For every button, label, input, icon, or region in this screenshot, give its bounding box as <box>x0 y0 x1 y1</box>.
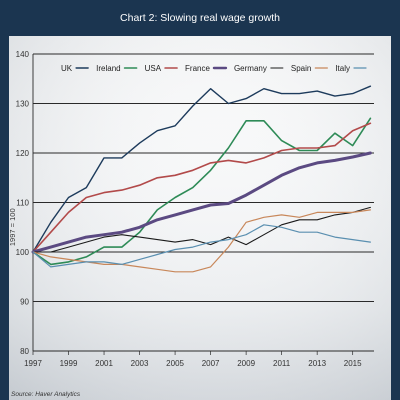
series-line-germany <box>32 206 371 253</box>
legend-label-germany: Germany <box>234 64 267 73</box>
legend-label-usa: USA <box>145 64 162 73</box>
x-tick-label: 2003 <box>131 359 149 368</box>
chart-title: Chart 2: Slowing real wage growth <box>120 12 280 24</box>
series-lines <box>31 85 372 273</box>
y-tick-label: 110 <box>16 199 29 208</box>
y-tick-labels: 80 90 100 110 120 130 140 <box>16 50 30 356</box>
gridlines <box>32 53 374 352</box>
x-tick-label: 2001 <box>95 359 113 368</box>
x-tick-label: 2005 <box>166 359 184 368</box>
series-line-usa <box>32 122 372 253</box>
y-tick-label: 90 <box>20 298 29 307</box>
line-chart: 80 90 100 110 120 130 140 1997 1999 2001 2003 2005… <box>9 36 391 400</box>
plot-shading <box>9 36 391 400</box>
x-tick-label: 2013 <box>308 359 326 368</box>
series-line-uk <box>32 85 372 253</box>
legend-label-spain: Spain <box>291 64 311 73</box>
y-tick-label: 80 <box>20 347 29 356</box>
legend: UK Ireland USA France Germany Spain Italy <box>61 64 367 73</box>
legend-label-ireland: Ireland <box>96 64 120 73</box>
series-line-france <box>31 151 372 254</box>
source-note: Source: Haver Analytics <box>11 391 81 398</box>
legend-label-france: France <box>185 64 210 73</box>
legend-label-uk: UK <box>61 64 73 73</box>
x-tick-label: 2007 <box>202 359 220 368</box>
x-tick-label: 1997 <box>24 359 42 368</box>
y-tick-label: 130 <box>16 100 30 109</box>
y-tick-label: 120 <box>16 149 30 158</box>
plot-area: 80 90 100 110 120 130 140 1997 1999 2001 2003 2005… <box>9 36 391 400</box>
x-tick-label: 1999 <box>60 359 78 368</box>
legend-label-italy: Italy <box>335 64 350 73</box>
x-tick-label: 2015 <box>344 359 362 368</box>
title-bar: Chart 2: Slowing real wage growth <box>0 0 400 36</box>
series-line-italy <box>32 224 371 268</box>
y-axis-label: 1997 = 100 <box>9 208 17 246</box>
x-tick-label: 2009 <box>237 359 255 368</box>
x-tick-label: 2011 <box>273 359 291 368</box>
series-line-ireland <box>32 117 372 266</box>
y-tick-label: 100 <box>16 248 30 257</box>
y-tick-label: 140 <box>16 50 30 59</box>
x-tick-labels: 1997 1999 2001 2003 2005 2007 2009 2011 2013 2015 <box>24 351 362 368</box>
